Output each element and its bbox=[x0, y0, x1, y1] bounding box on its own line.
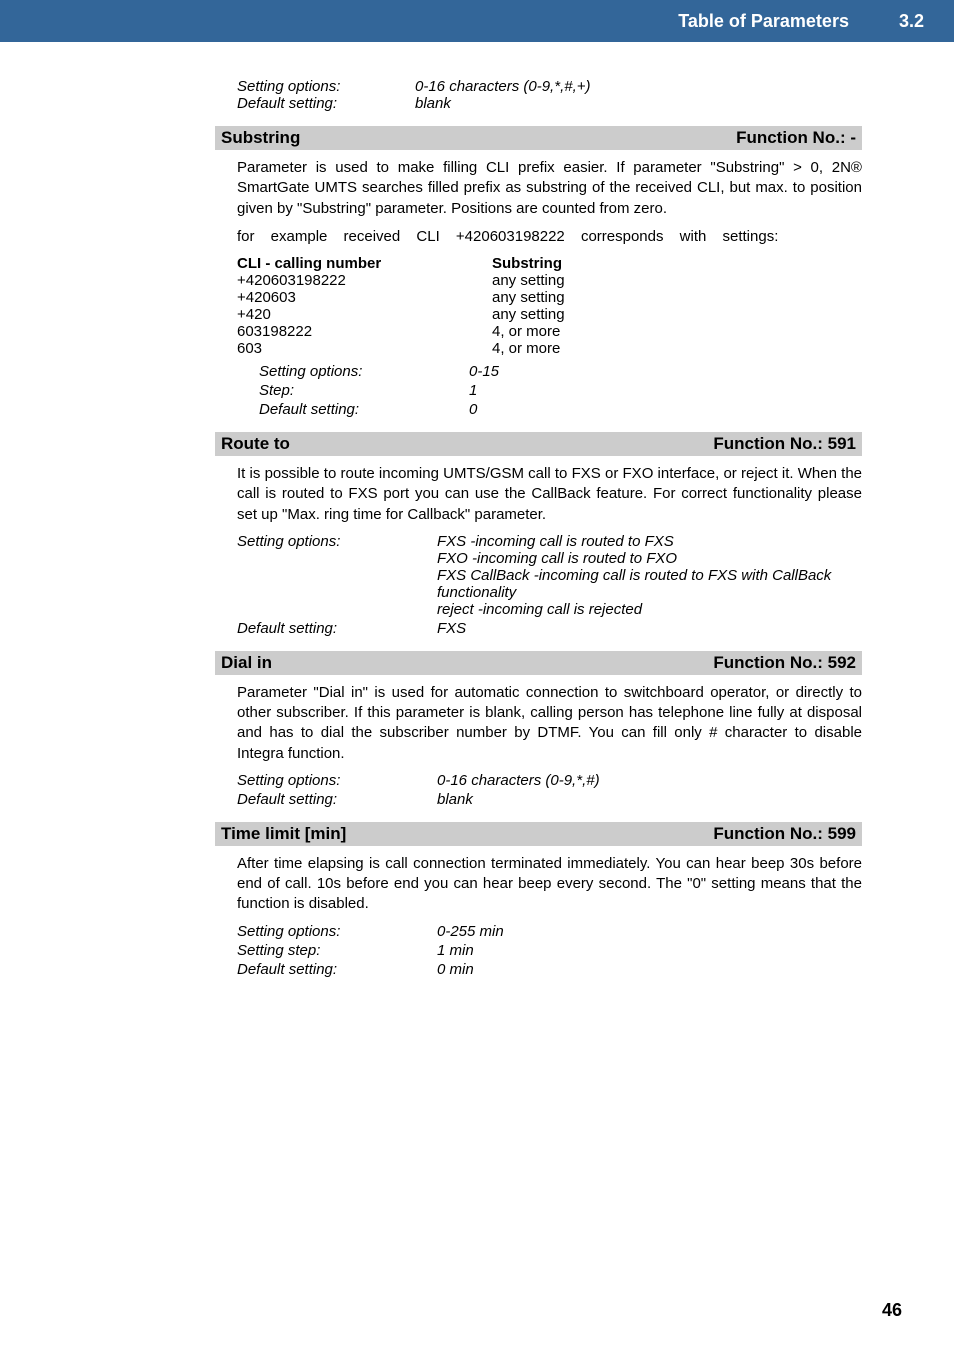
section-bar-route-to: Route to Function No.: 591 bbox=[215, 432, 862, 456]
opt-value: 0-15 bbox=[469, 363, 499, 380]
opt-value-multiline: FXS -incoming call is routed to FXS FXO … bbox=[437, 533, 862, 618]
substring-table-col3: Substring any setting any setting any se… bbox=[492, 255, 565, 357]
opt-label: Default setting: bbox=[237, 620, 437, 637]
setting-row: Step: 1 bbox=[259, 382, 862, 399]
opt-label: Default setting: bbox=[259, 401, 469, 418]
opt-label: Setting options: bbox=[237, 923, 437, 940]
setting-options-label: Setting options: bbox=[215, 78, 415, 95]
function-number: Function No.: 591 bbox=[713, 434, 856, 454]
opt-label: Setting step: bbox=[237, 942, 437, 959]
table-cell: +420603198222 bbox=[237, 272, 492, 289]
setting-options-value: 0-16 characters (0-9,*,#,+) bbox=[415, 78, 591, 95]
header-section-number: 3.2 bbox=[899, 11, 924, 32]
table-header: Substring bbox=[492, 255, 565, 272]
setting-row: Default setting: 0 bbox=[259, 401, 862, 418]
setting-row: Setting options: 0-16 characters (0-9,*,… bbox=[215, 78, 862, 95]
opt-value: 1 min bbox=[437, 942, 862, 959]
default-setting-value: blank bbox=[415, 95, 451, 112]
page-header-bar: Table of Parameters 3.2 bbox=[0, 0, 954, 42]
opt-label: Default setting: bbox=[237, 791, 437, 808]
time-limit-description: After time elapsing is call connection t… bbox=[215, 854, 862, 915]
setting-row: Default setting: FXS bbox=[215, 620, 862, 637]
section-title: Substring bbox=[221, 128, 300, 148]
opt-label: Setting options: bbox=[259, 363, 469, 380]
table-cell: 4, or more bbox=[492, 340, 565, 357]
table-cell: any setting bbox=[492, 272, 565, 289]
opt-value-line: FXS CallBack -incoming call is routed to… bbox=[437, 567, 862, 601]
opt-value-line: reject -incoming call is rejected bbox=[437, 601, 862, 618]
opt-label: Setting options: bbox=[237, 772, 437, 789]
setting-row: Setting options: 0-16 characters (0-9,*,… bbox=[215, 772, 862, 789]
default-setting-label: Default setting: bbox=[215, 95, 415, 112]
opt-value: FXS bbox=[437, 620, 862, 637]
function-number: Function No.: - bbox=[736, 128, 856, 148]
section-title: Route to bbox=[221, 434, 290, 454]
setting-row: Setting options: 0-255 min bbox=[215, 923, 862, 940]
function-number: Function No.: 592 bbox=[713, 653, 856, 673]
substring-description: Parameter is used to make filling CLI pr… bbox=[215, 158, 862, 219]
table-cell: 4, or more bbox=[492, 323, 565, 340]
opt-value: 1 bbox=[469, 382, 477, 399]
substring-opts: Setting options: 0-15 Step: 1 Default se… bbox=[215, 363, 862, 418]
dial-in-description: Parameter "Dial in" is used for automati… bbox=[215, 683, 862, 764]
table-cell: any setting bbox=[492, 289, 565, 306]
setting-row: Setting step: 1 min bbox=[215, 942, 862, 959]
page-content: Setting options: 0-16 characters (0-9,*,… bbox=[215, 78, 862, 980]
opt-value: 0-16 characters (0-9,*,#) bbox=[437, 772, 862, 789]
opt-label: Step: bbox=[259, 382, 469, 399]
header-title: Table of Parameters bbox=[678, 11, 849, 32]
opt-value: 0 min bbox=[437, 961, 862, 978]
setting-row: Default setting: blank bbox=[215, 95, 862, 112]
opt-label: Setting options: bbox=[237, 533, 437, 618]
substring-table-col1: CLI - calling number +420603198222 +4206… bbox=[237, 255, 492, 357]
route-to-description: It is possible to route incoming UMTS/GS… bbox=[215, 464, 862, 525]
opt-value: blank bbox=[437, 791, 862, 808]
substring-table: CLI - calling number +420603198222 +4206… bbox=[215, 255, 862, 357]
section-bar-dial-in: Dial in Function No.: 592 bbox=[215, 651, 862, 675]
opt-value: 0-255 min bbox=[437, 923, 862, 940]
table-cell: 603198222 bbox=[237, 323, 492, 340]
setting-row: Setting options: FXS -incoming call is r… bbox=[215, 533, 862, 618]
setting-row: Default setting: 0 min bbox=[215, 961, 862, 978]
table-cell: any setting bbox=[492, 306, 565, 323]
section-bar-substring: Substring Function No.: - bbox=[215, 126, 862, 150]
table-cell: 603 bbox=[237, 340, 492, 357]
substring-example-line: for example received CLI +420603198222 c… bbox=[215, 227, 862, 247]
opt-label: Default setting: bbox=[237, 961, 437, 978]
table-cell: +420 bbox=[237, 306, 492, 323]
setting-row: Setting options: 0-15 bbox=[259, 363, 862, 380]
section-bar-time-limit: Time limit [min] Function No.: 599 bbox=[215, 822, 862, 846]
opt-value-line: FXO -incoming call is routed to FXO bbox=[437, 550, 862, 567]
section-title: Dial in bbox=[221, 653, 272, 673]
table-cell: +420603 bbox=[237, 289, 492, 306]
setting-row: Default setting: blank bbox=[215, 791, 862, 808]
table-header: CLI - calling number bbox=[237, 255, 492, 272]
page-number: 46 bbox=[882, 1300, 902, 1321]
section-title: Time limit [min] bbox=[221, 824, 346, 844]
function-number: Function No.: 599 bbox=[713, 824, 856, 844]
opt-value: 0 bbox=[469, 401, 477, 418]
opt-value-line: FXS -incoming call is routed to FXS bbox=[437, 533, 862, 550]
